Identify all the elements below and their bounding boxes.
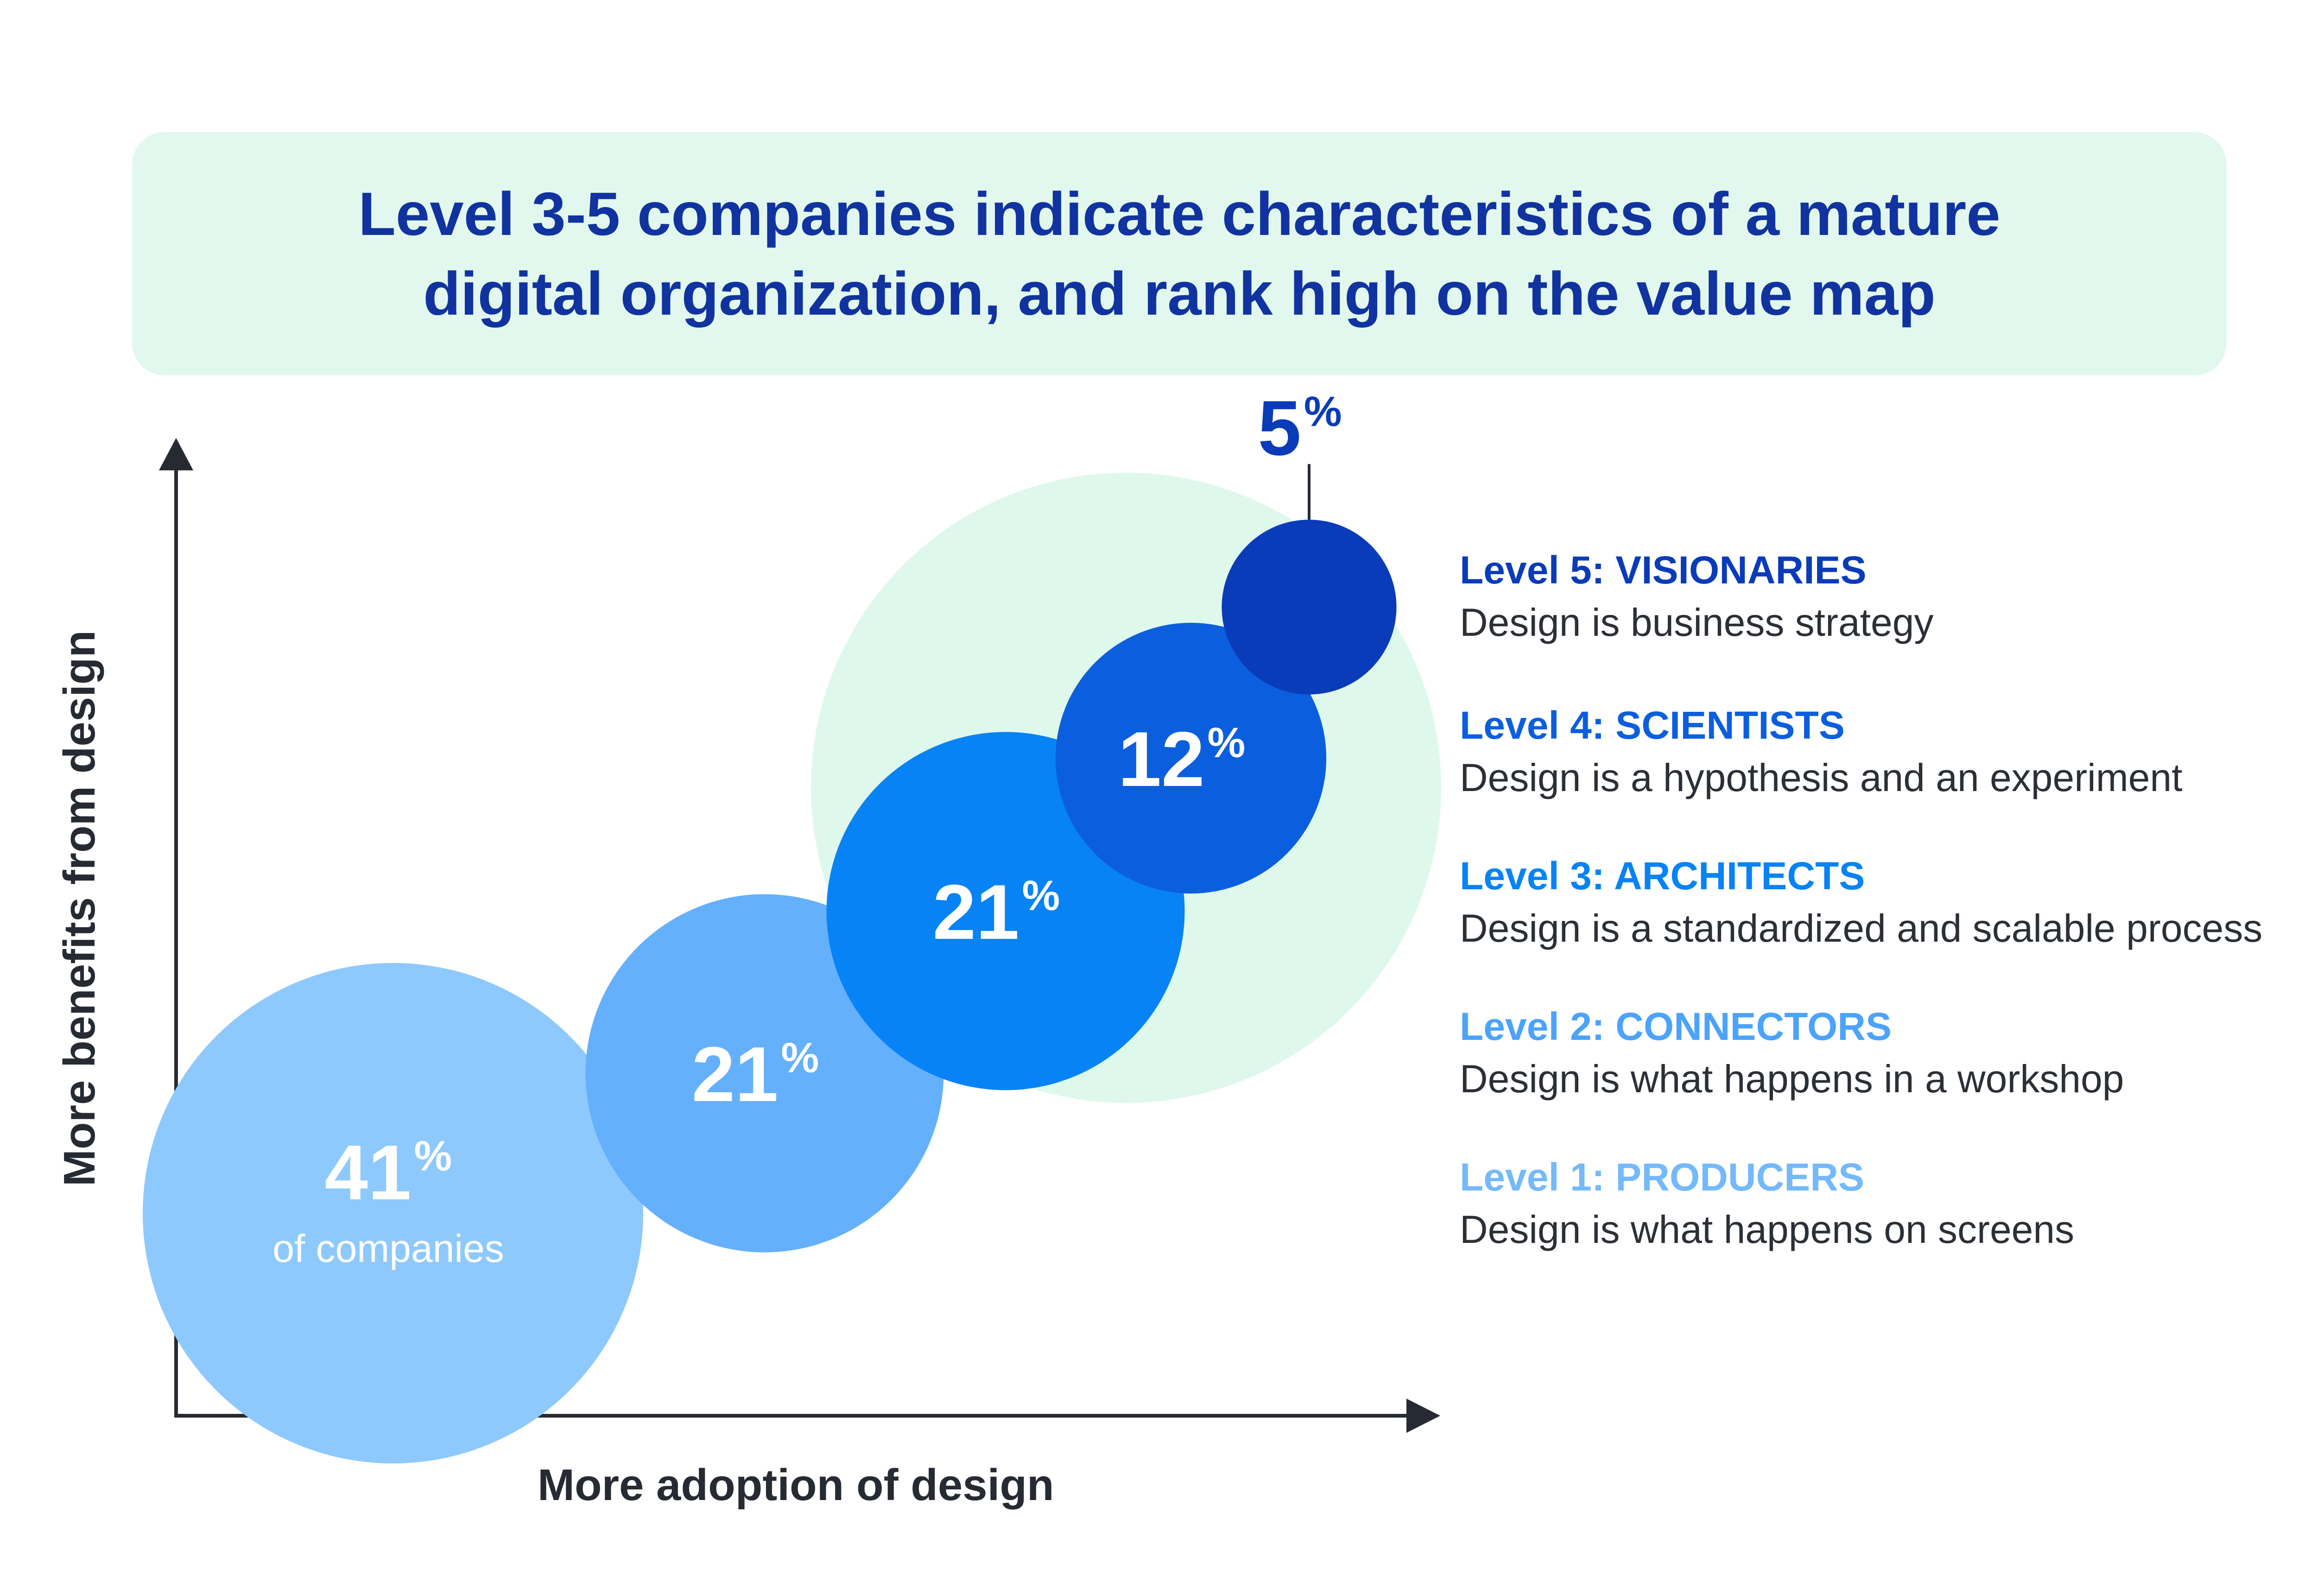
legend-description: Design is what happens in a workshop bbox=[1460, 1057, 2124, 1101]
legend-description: Design is a standardized and scalable pr… bbox=[1460, 906, 2263, 950]
bubble-level-5 bbox=[1222, 519, 1397, 695]
value-label-level-2: 21% bbox=[692, 1031, 819, 1118]
legend-title: Level 2: CONNECTORS bbox=[1460, 1005, 1892, 1048]
bubble-level-4 bbox=[1055, 622, 1327, 894]
title-line-2: digital organization, and rank high on t… bbox=[423, 259, 1936, 328]
bubble-level-1 bbox=[143, 963, 643, 1463]
legend-item-level-3: Level 3: ARCHITECTS Design is a standard… bbox=[1460, 853, 2312, 953]
legend-item-level-5: Level 5: VISIONARIES Design is business … bbox=[1460, 547, 2312, 647]
legend-title: Level 3: ARCHITECTS bbox=[1460, 854, 1865, 898]
legend-title: Level 5: VISIONARIES bbox=[1460, 548, 1867, 592]
x-axis-label: More adoption of design bbox=[538, 1460, 1054, 1510]
legend-description: Design is business strategy bbox=[1460, 601, 1934, 644]
legend-description: Design is what happens on screens bbox=[1460, 1208, 2075, 1251]
value-label-level-5: 5% bbox=[1258, 384, 1342, 471]
legend-item-level-2: Level 2: CONNECTORS Design is what happe… bbox=[1460, 1003, 2312, 1103]
y-axis-label: More benefits from design bbox=[55, 630, 104, 1187]
title-line-1: Level 3-5 companies indicate characteris… bbox=[358, 179, 2000, 248]
legend-title: Level 1: PRODUCERS bbox=[1460, 1155, 1864, 1199]
value-label-level-1: 41% bbox=[325, 1129, 452, 1216]
legend-description: Design is a hypothesis and an experiment bbox=[1460, 756, 2183, 799]
legend-item-level-1: Level 1: PRODUCERS Design is what happen… bbox=[1460, 1154, 2312, 1254]
title-banner: Level 3-5 companies indicate characteris… bbox=[132, 132, 2227, 375]
legend-item-level-4: Level 4: SCIENTISTS Design is a hypothes… bbox=[1460, 702, 2312, 802]
sublabel-level-1: of companies bbox=[272, 1227, 504, 1270]
legend-title: Level 4: SCIENTISTS bbox=[1460, 703, 1845, 747]
